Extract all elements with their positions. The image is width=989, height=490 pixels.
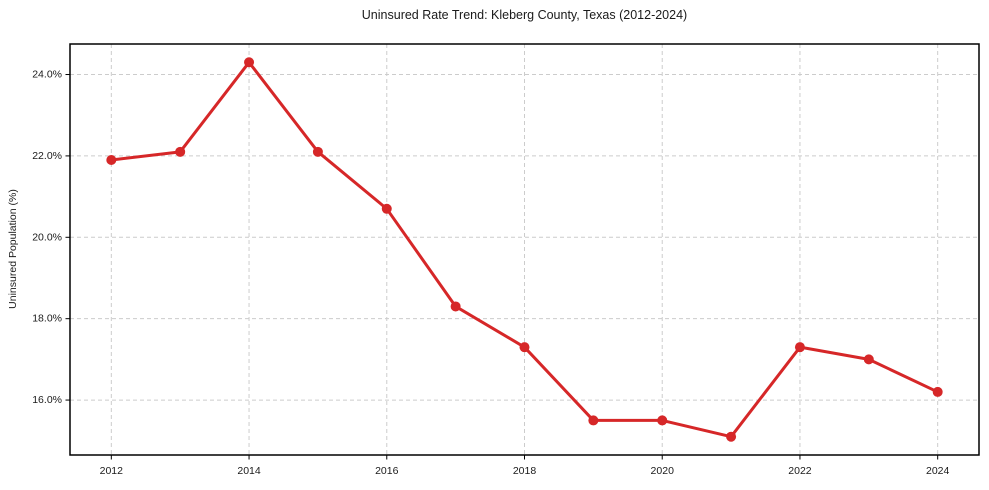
data-point xyxy=(519,342,530,353)
data-point xyxy=(794,342,805,353)
data-point xyxy=(726,431,737,442)
y-tick-label: 16.0% xyxy=(32,394,62,406)
data-point xyxy=(450,301,461,312)
data-point xyxy=(312,146,323,157)
x-tick-label: 2020 xyxy=(651,465,675,477)
x-tick-label: 2012 xyxy=(100,465,124,477)
data-point xyxy=(244,57,255,68)
data-point xyxy=(863,354,874,365)
y-tick-label: 20.0% xyxy=(32,231,62,243)
data-point xyxy=(381,203,392,214)
data-point xyxy=(588,415,599,426)
y-axis-title: Uninsured Population (%) xyxy=(7,189,19,309)
x-tick-label: 2014 xyxy=(237,465,261,477)
x-tick-label: 2016 xyxy=(375,465,399,477)
data-point xyxy=(175,146,186,157)
y-tick-label: 22.0% xyxy=(32,150,62,162)
y-tick-label: 24.0% xyxy=(32,69,62,81)
data-point xyxy=(657,415,668,426)
x-tick-label: 2018 xyxy=(513,465,537,477)
x-tick-label: 2024 xyxy=(926,465,950,477)
y-tick-label: 18.0% xyxy=(32,313,62,325)
data-point xyxy=(932,386,943,397)
data-point xyxy=(106,154,117,165)
chart-title: Uninsured Rate Trend: Kleberg County, Te… xyxy=(361,8,688,22)
x-tick-label: 2022 xyxy=(788,465,812,477)
plot-border xyxy=(69,43,980,456)
